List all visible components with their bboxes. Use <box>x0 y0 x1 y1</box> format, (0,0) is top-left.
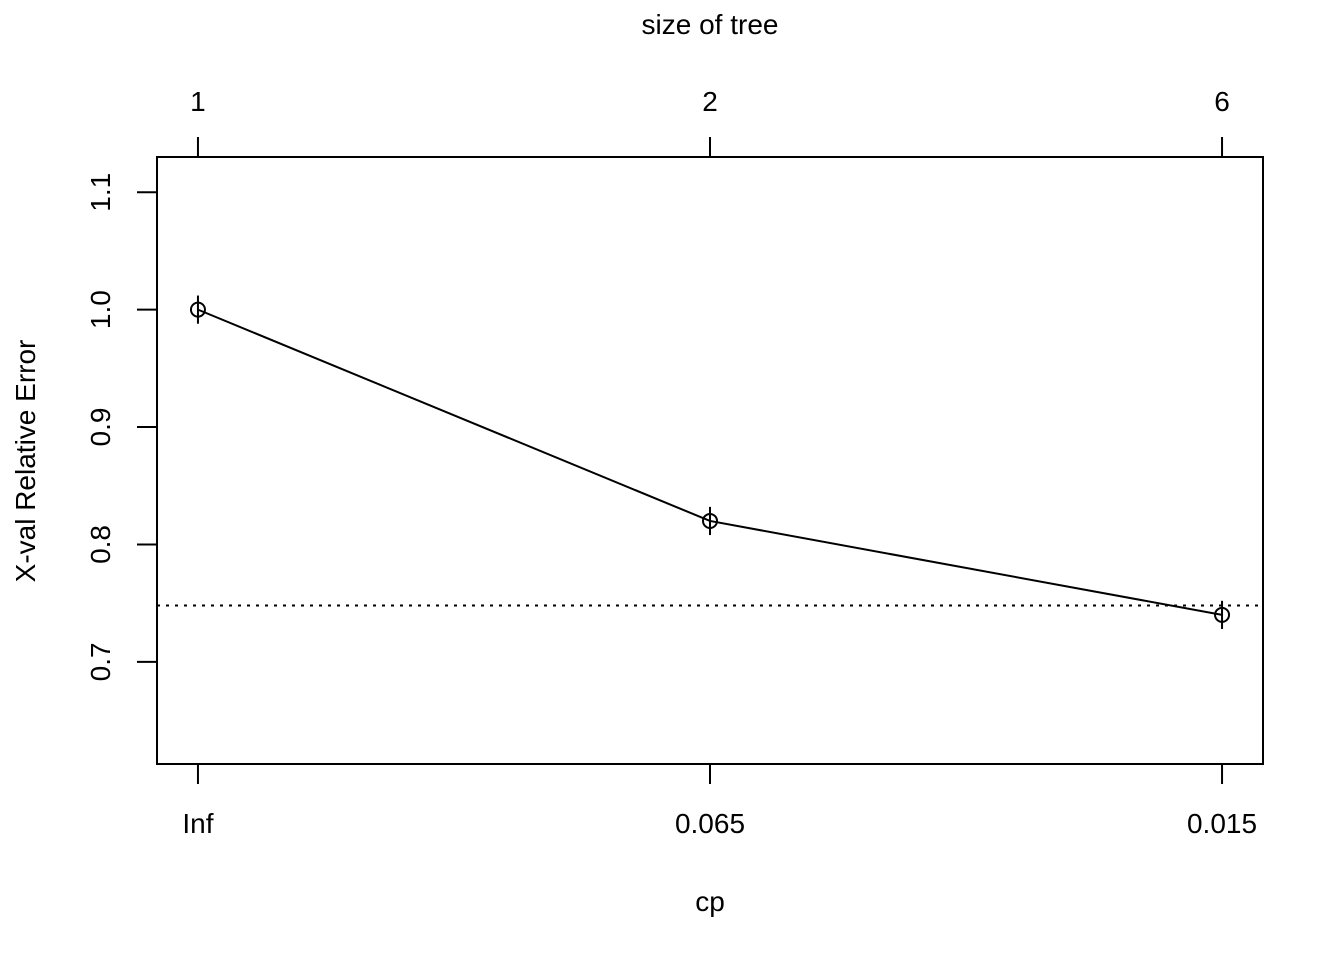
x-tick-label: Inf <box>182 808 213 839</box>
top-tick-label: 6 <box>1214 86 1230 117</box>
y-tick-label: 1.1 <box>85 173 116 212</box>
y-tick-label: 0.8 <box>85 525 116 564</box>
y-tick-label: 1.0 <box>85 290 116 329</box>
bottom-axis: Inf 0.065 0.015 <box>182 763 1257 839</box>
data-point <box>702 512 718 529</box>
top-axis-title: size of tree <box>642 9 779 40</box>
y-tick-label: 0.7 <box>85 642 116 681</box>
y-axis-title: X-val Relative Error <box>10 340 41 583</box>
top-tick-label: 1 <box>190 86 206 117</box>
x-tick-label: 0.065 <box>675 808 745 839</box>
y-tick-label: 0.9 <box>85 408 116 447</box>
data-point <box>189 301 206 318</box>
x-tick-label: 0.015 <box>1187 808 1257 839</box>
left-axis: 0.7 0.8 0.9 1.0 1.1 <box>85 173 158 681</box>
x-axis-title: cp <box>695 886 725 917</box>
series-layer <box>189 295 1231 629</box>
data-point <box>1214 606 1231 623</box>
top-axis: 1 2 6 <box>190 86 1230 158</box>
top-tick-label: 2 <box>702 86 718 117</box>
